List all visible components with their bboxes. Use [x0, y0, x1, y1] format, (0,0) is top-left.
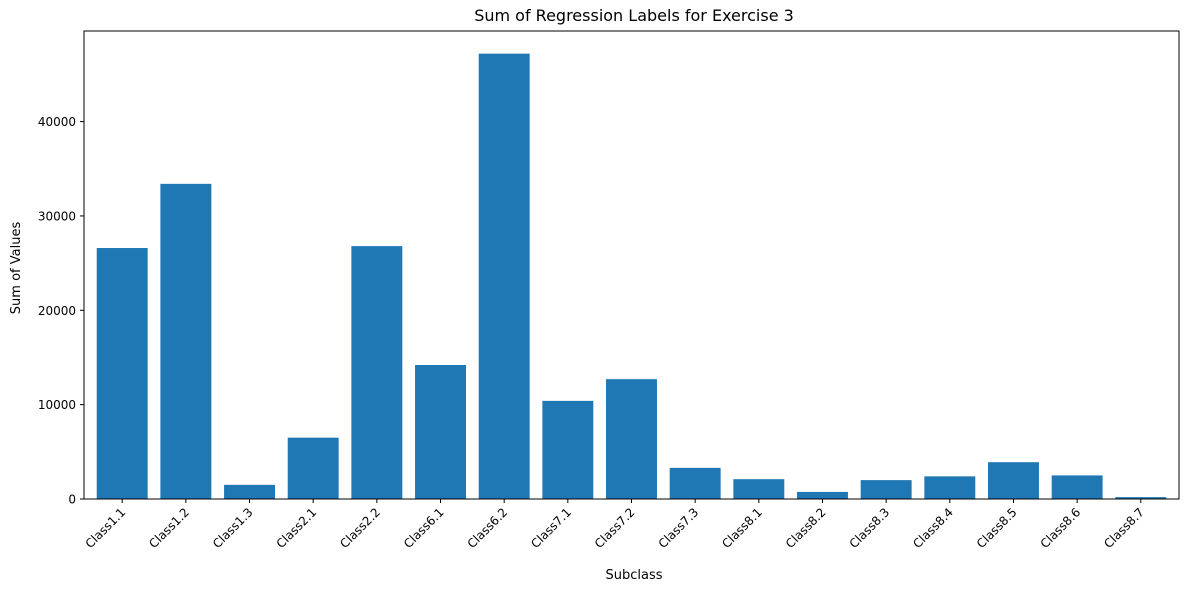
- bar: [733, 479, 785, 499]
- bar: [415, 365, 466, 499]
- bar: [797, 491, 848, 499]
- y-tick-label: 0: [68, 493, 76, 507]
- y-tick-label: 30000: [38, 209, 76, 223]
- bar: [542, 400, 594, 499]
- bar: [988, 462, 1039, 499]
- bar: [924, 476, 976, 499]
- y-tick-label: 20000: [38, 304, 76, 318]
- bar: [1051, 475, 1103, 499]
- bar: [860, 480, 912, 499]
- bar: [351, 246, 403, 499]
- bar: [96, 248, 148, 499]
- bar: [224, 484, 275, 499]
- bar: [606, 379, 657, 499]
- bar: [1115, 497, 1167, 499]
- bar: [160, 183, 212, 499]
- bar: [287, 437, 339, 499]
- bar: [478, 53, 530, 500]
- y-tick-label: 40000: [38, 115, 76, 129]
- chart-title: Sum of Regression Labels for Exercise 3: [474, 6, 794, 25]
- y-tick-label: 10000: [38, 398, 76, 412]
- bar: [669, 467, 721, 499]
- x-axis-label: Subclass: [605, 568, 662, 583]
- y-axis-label: Sum of Values: [9, 222, 24, 315]
